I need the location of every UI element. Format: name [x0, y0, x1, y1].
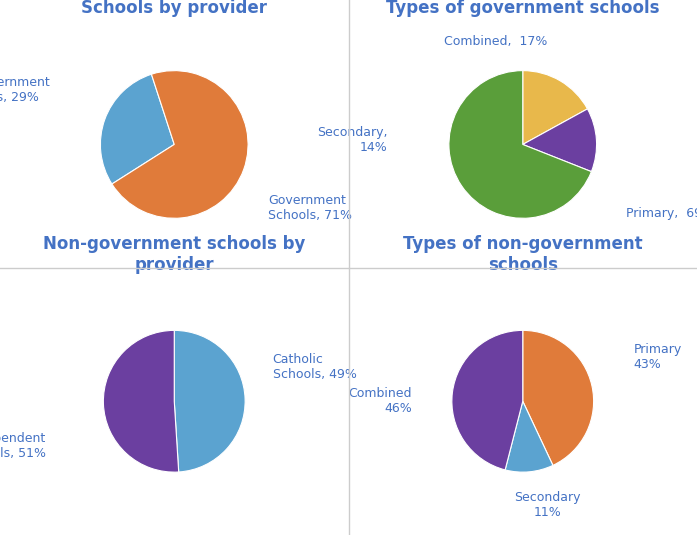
Wedge shape	[523, 109, 597, 172]
Text: Secondary
11%: Secondary 11%	[514, 491, 581, 519]
Wedge shape	[112, 71, 248, 218]
Wedge shape	[100, 74, 174, 184]
Wedge shape	[523, 71, 588, 144]
Text: Non-Government
Schools, 29%: Non-Government Schools, 29%	[0, 77, 51, 104]
Wedge shape	[452, 331, 523, 470]
Text: Combined
46%: Combined 46%	[348, 387, 412, 415]
Text: Catholic
Schools, 49%: Catholic Schools, 49%	[273, 353, 357, 381]
Wedge shape	[505, 401, 553, 472]
Text: Secondary,
14%: Secondary, 14%	[317, 126, 388, 154]
Title: Non-government schools by
provider: Non-government schools by provider	[43, 235, 305, 274]
Text: Combined,  17%: Combined, 17%	[444, 35, 547, 48]
Wedge shape	[174, 331, 245, 472]
Text: Primary
43%: Primary 43%	[634, 343, 682, 371]
Wedge shape	[523, 331, 594, 465]
Wedge shape	[449, 71, 591, 218]
Text: Primary,  69%: Primary, 69%	[626, 207, 697, 220]
Title: Types of government schools: Types of government schools	[386, 0, 659, 17]
Text: Government
Schools, 71%: Government Schools, 71%	[268, 194, 352, 223]
Text: Independent
Schools, 51%: Independent Schools, 51%	[0, 432, 46, 460]
Title: Types of non-government
schools: Types of non-government schools	[403, 235, 643, 274]
Wedge shape	[103, 331, 178, 472]
Title: Schools by provider: Schools by provider	[82, 0, 267, 17]
